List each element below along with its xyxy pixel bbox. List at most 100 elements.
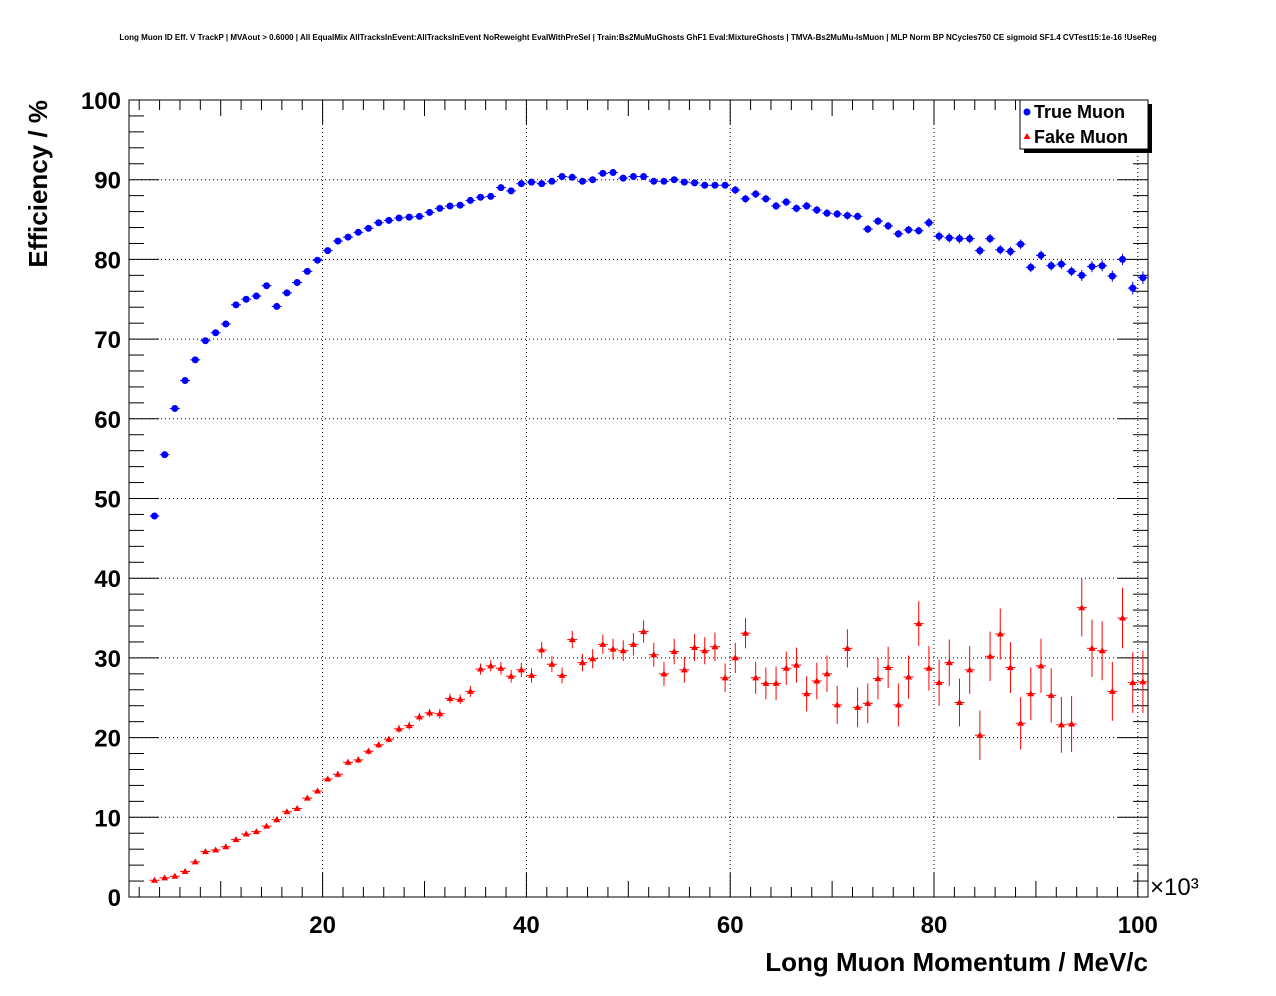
point-marker — [446, 202, 454, 210]
data-point — [1117, 587, 1128, 649]
data-point — [434, 204, 445, 212]
point-marker — [558, 671, 566, 678]
point-marker — [711, 181, 719, 189]
data-point — [679, 178, 690, 186]
axis-ticks — [129, 99, 1148, 898]
point-marker — [1006, 247, 1014, 255]
y-tick-label: 90 — [94, 168, 121, 195]
point-marker — [935, 232, 943, 240]
point-marker — [976, 731, 984, 738]
point-marker — [1098, 647, 1106, 654]
data-point — [292, 805, 303, 812]
data-point — [200, 337, 211, 345]
data-point — [180, 377, 191, 385]
data-point — [495, 661, 506, 675]
data-point — [791, 204, 802, 213]
data-point — [628, 633, 639, 656]
point-marker — [181, 377, 189, 385]
data-point — [648, 642, 659, 667]
data-point — [230, 301, 241, 309]
data-point — [567, 173, 578, 181]
point-marker — [487, 662, 495, 669]
point-marker — [201, 848, 209, 855]
data-point — [1005, 641, 1016, 693]
point-marker — [436, 710, 444, 717]
data-point — [954, 233, 965, 244]
data-point — [1066, 266, 1077, 277]
y-tick-label: 60 — [94, 407, 121, 434]
data-point — [281, 289, 292, 297]
data-point — [740, 194, 751, 203]
data-point — [658, 177, 669, 185]
data-point — [455, 201, 466, 209]
data-point — [322, 775, 333, 782]
point-marker — [232, 301, 240, 309]
data-point — [1127, 281, 1138, 295]
point-marker — [813, 206, 821, 214]
point-marker — [415, 212, 423, 220]
data-point — [169, 872, 180, 879]
point-marker — [640, 173, 648, 181]
legend-box — [1019, 99, 1149, 150]
point-marker — [1057, 721, 1065, 728]
data-point — [1046, 668, 1057, 723]
point-marker — [528, 671, 536, 678]
data-point — [343, 233, 354, 241]
data-point — [832, 685, 843, 725]
data-point — [1015, 239, 1026, 250]
point-marker — [232, 836, 240, 843]
point-marker — [721, 674, 729, 681]
data-point — [709, 181, 720, 189]
point-marker — [1078, 604, 1086, 611]
point-marker — [1119, 614, 1127, 621]
point-marker — [405, 722, 413, 729]
data-point — [169, 404, 180, 412]
point-marker — [405, 213, 413, 221]
data-point — [995, 608, 1006, 660]
x-tick-label: 40 — [513, 912, 540, 939]
y-tick-label: 0 — [108, 885, 121, 912]
data-point — [760, 667, 771, 700]
point-marker — [619, 647, 627, 654]
data-point — [1056, 696, 1067, 753]
y-tick-label: 40 — [94, 566, 121, 593]
data-point — [832, 209, 843, 218]
data-point — [465, 196, 476, 204]
data-point — [383, 216, 394, 224]
legend-fake-muon-marker — [1023, 133, 1031, 139]
data-point — [689, 633, 700, 662]
data-point — [536, 641, 547, 658]
legend-true-muon-marker — [1023, 108, 1031, 116]
point-marker — [517, 180, 525, 188]
data-point — [883, 221, 894, 230]
data-point — [689, 179, 700, 187]
data-point — [934, 231, 945, 242]
data-point — [709, 632, 720, 662]
point-marker — [466, 687, 474, 694]
data-point — [434, 708, 445, 719]
point-marker — [426, 208, 434, 216]
legend-true-muon-label: True Muon — [1034, 102, 1125, 122]
data-point — [923, 217, 934, 228]
data-point — [516, 662, 527, 678]
point-marker — [1098, 262, 1106, 270]
point-marker — [915, 620, 923, 627]
data-point — [750, 661, 761, 694]
data-point — [506, 669, 517, 683]
data-point — [720, 663, 731, 693]
point-marker — [955, 235, 963, 243]
data-point — [485, 192, 496, 200]
point-marker — [772, 679, 780, 686]
point-marker — [884, 222, 892, 230]
point-marker — [303, 794, 311, 801]
data-point — [149, 512, 160, 520]
data-point — [1107, 661, 1118, 721]
x-axis-title: Long Muon Momentum / MeV/c — [765, 947, 1148, 977]
data-point — [1107, 270, 1118, 282]
point-marker — [945, 234, 953, 242]
point-marker — [935, 679, 943, 686]
point-marker — [660, 177, 668, 185]
point-marker — [1006, 663, 1014, 670]
data-point — [241, 830, 252, 837]
point-marker — [1037, 251, 1045, 259]
